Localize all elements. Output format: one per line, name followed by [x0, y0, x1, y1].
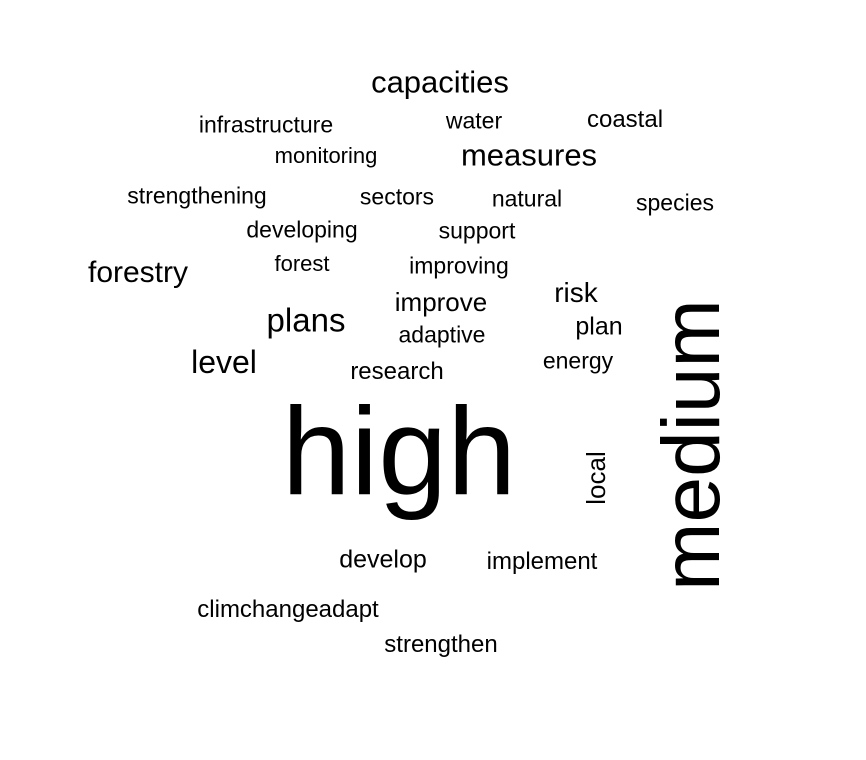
word-climchangeadapt: climchangeadapt — [197, 596, 379, 623]
word-local: local — [581, 451, 611, 505]
word-improving: improving — [409, 252, 509, 279]
word-developing: developing — [246, 216, 358, 243]
word-strengthening: strengthening — [127, 182, 267, 209]
word-forestry: forestry — [87, 256, 189, 289]
word-coastal: coastal — [586, 106, 664, 133]
word-plans: plans — [266, 301, 346, 339]
word-species: species — [636, 189, 714, 216]
word-forest: forest — [274, 251, 330, 276]
word-develop: develop — [339, 545, 427, 574]
word-support: support — [438, 217, 516, 244]
word-research: research — [350, 358, 444, 385]
word-infrastructure: infrastructure — [198, 111, 334, 138]
word-capacities: capacities — [371, 64, 509, 100]
word-level: level — [191, 344, 257, 380]
word-medium: medium — [646, 299, 737, 591]
word-improve: improve — [394, 287, 488, 317]
word-monitoring: monitoring — [274, 143, 378, 168]
word-energy: energy — [542, 347, 614, 374]
word-measures: measures — [460, 137, 598, 173]
word-high: high — [281, 383, 517, 521]
word-implement: implement — [486, 548, 598, 575]
word-strengthen: strengthen — [384, 631, 498, 658]
word-natural: natural — [491, 185, 563, 212]
word-water: water — [445, 107, 503, 134]
word-risk: risk — [554, 277, 598, 308]
word-plan: plan — [575, 312, 623, 341]
word-sectors: sectors — [359, 183, 435, 210]
word-adaptive: adaptive — [398, 321, 486, 348]
